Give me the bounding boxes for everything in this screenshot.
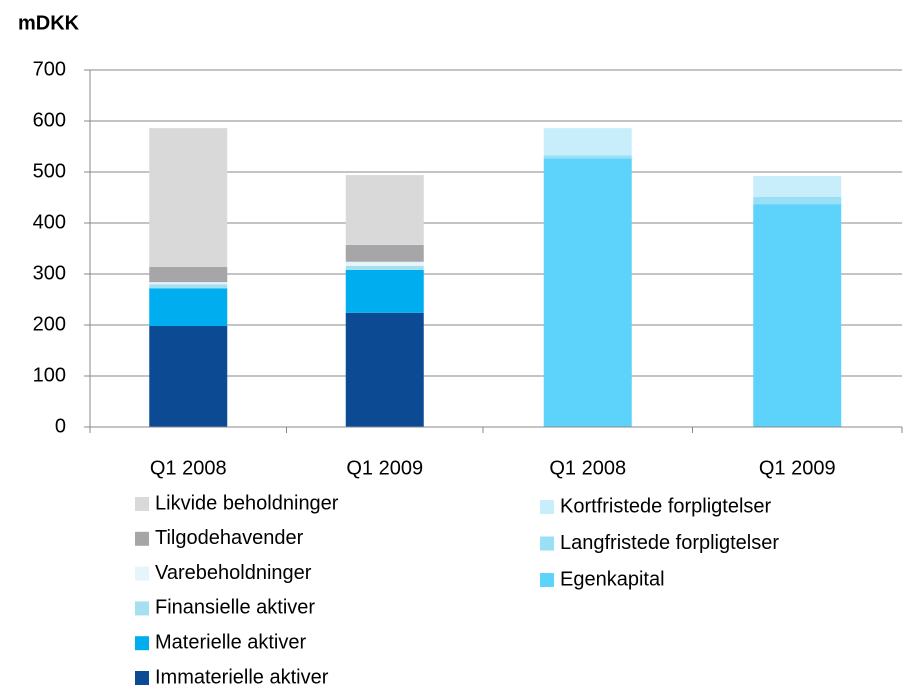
legend-label: Kortfristede forpligtelser: [560, 495, 772, 517]
bar-segment: [149, 128, 228, 267]
x-tick-label: Q1 2008: [549, 457, 626, 479]
bar-segment: [149, 284, 228, 289]
y-tick-label: 600: [33, 109, 66, 131]
legend-label: Tilgodehavender: [155, 527, 304, 549]
legend-label: Varebeholdninger: [155, 562, 312, 584]
axis-unit: mDKK: [18, 12, 80, 34]
legend-swatch: [135, 531, 149, 546]
bar-segment: [753, 196, 842, 205]
y-tick-label: 100: [33, 364, 66, 386]
bar-segment: [149, 326, 228, 427]
bar-segment: [345, 175, 424, 245]
y-tick-label: 500: [33, 160, 66, 182]
bar-segment: [543, 158, 632, 428]
bar-segment: [345, 261, 424, 266]
x-tick-label: Q1 2009: [759, 457, 836, 479]
legend-label: Egenkapital: [560, 568, 665, 590]
y-tick-label: 300: [33, 262, 66, 284]
legend-label: Finansielle aktiver: [155, 597, 315, 619]
bar-segment: [149, 288, 228, 327]
bar-segment: [543, 128, 632, 156]
legend-swatch: [135, 636, 149, 651]
bar-segment: [345, 312, 424, 427]
bar-segment: [345, 265, 424, 270]
y-tick-label: 0: [55, 415, 66, 437]
y-tick-label: 700: [33, 58, 66, 80]
legend-swatch: [540, 573, 554, 587]
legend-label: Likvide beholdninger: [155, 492, 339, 514]
legend-swatch: [135, 566, 149, 581]
bar-segment: [149, 266, 228, 283]
legend-swatch: [135, 497, 149, 511]
legend-label: Langfristede forpligtelser: [560, 532, 779, 554]
x-tick-label: Q1 2008: [150, 457, 227, 479]
bar-segment: [345, 244, 424, 262]
bar-segment: [753, 204, 842, 427]
legend-swatch: [135, 671, 149, 685]
x-tick-label: Q1 2009: [346, 457, 423, 479]
legend-swatch: [540, 500, 554, 514]
bar-segment: [543, 155, 632, 159]
y-tick-label: 200: [33, 313, 66, 335]
legend-swatch: [135, 601, 149, 616]
bar-segment: [345, 269, 424, 313]
bar-segment: [753, 176, 842, 197]
legend-label: Immaterielle aktiver: [155, 666, 329, 688]
legend-label: Materielle aktiver: [155, 631, 307, 653]
bar-segment: [149, 282, 228, 285]
y-tick-label: 400: [33, 211, 66, 233]
legend-swatch: [540, 536, 554, 551]
